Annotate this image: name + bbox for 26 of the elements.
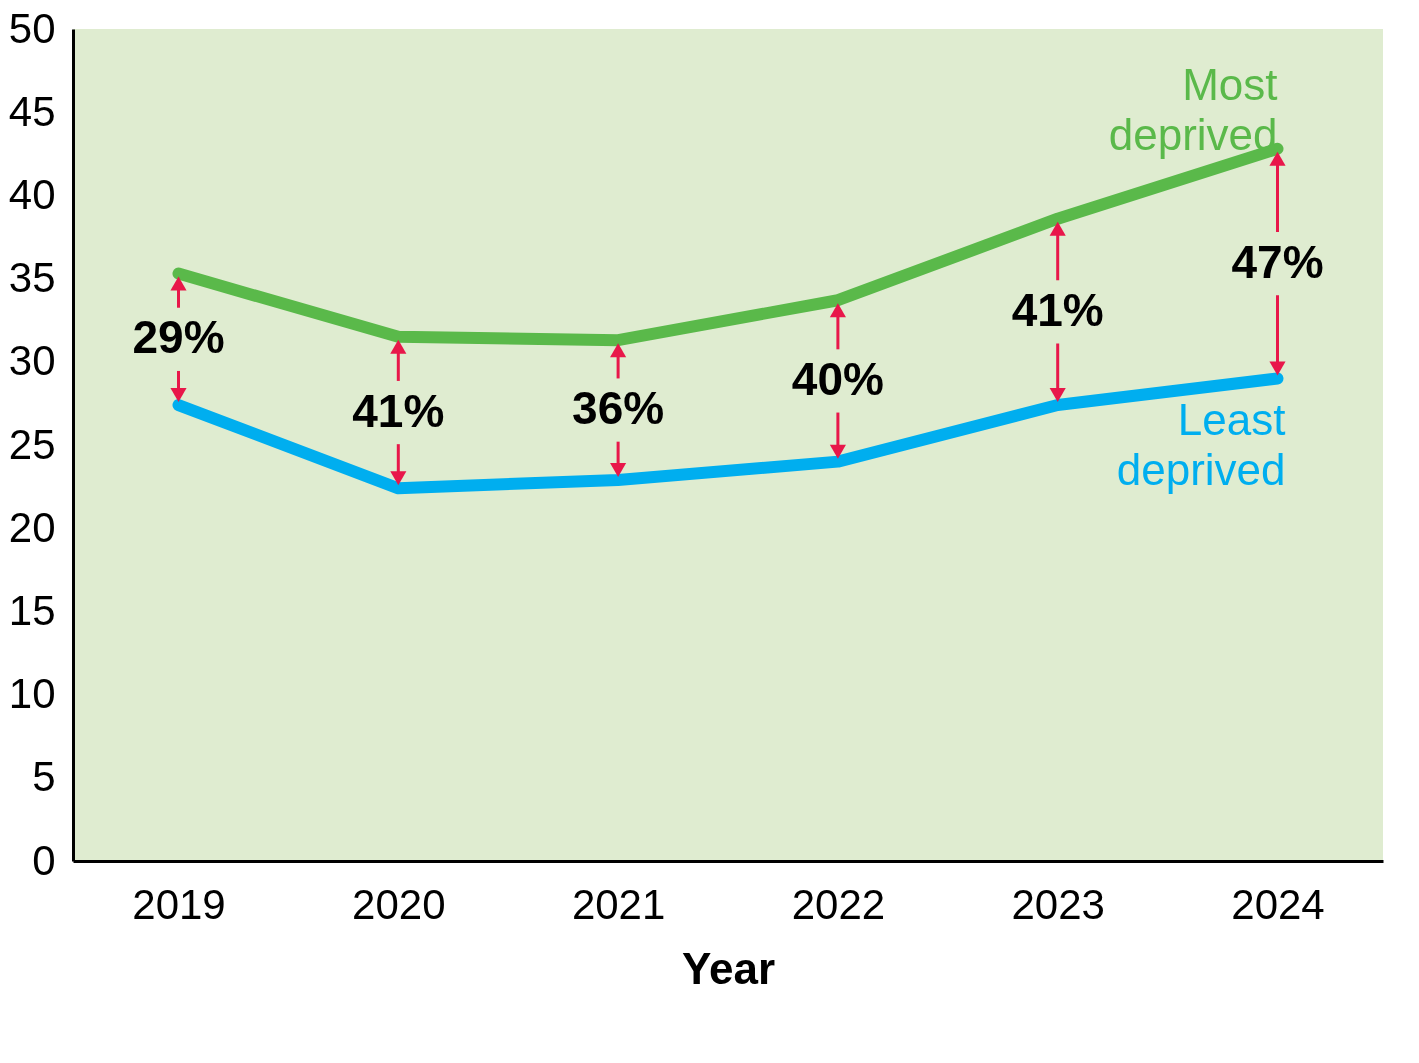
annotation: 41% — [352, 384, 445, 437]
annotation: 41% — [1011, 283, 1104, 336]
y-tick-label: 30 — [8, 337, 56, 385]
x-tick-label: 2020 — [352, 880, 446, 928]
series-label: Least deprived — [1116, 395, 1286, 495]
series-label: Most deprived — [1108, 59, 1278, 159]
x-tick-label: 2022 — [791, 880, 886, 928]
y-tick-label: 50 — [8, 4, 56, 52]
y-tick-label: 10 — [8, 670, 56, 718]
x-tick-label: 2019 — [132, 880, 226, 928]
y-tick-label: 0 — [32, 836, 56, 884]
x-tick-label: 2023 — [1011, 880, 1105, 928]
annotation: 36% — [572, 382, 665, 435]
y-tick-label: 20 — [8, 503, 56, 551]
y-tick-label: 35 — [8, 254, 56, 302]
annotation: 29% — [132, 311, 225, 364]
y-tick-label: 45 — [8, 87, 56, 135]
x-axis-title: Year — [682, 943, 775, 993]
x-tick-label: 2024 — [1231, 880, 1325, 928]
y-tick-label: 5 — [32, 753, 56, 801]
y-tick-label: 25 — [8, 420, 56, 468]
y-tick-label: 40 — [8, 170, 56, 218]
annotation: 40% — [791, 352, 884, 405]
x-tick-label: 2021 — [571, 880, 666, 928]
annotation: 47% — [1231, 235, 1324, 288]
y-tick-label: 15 — [8, 586, 56, 634]
